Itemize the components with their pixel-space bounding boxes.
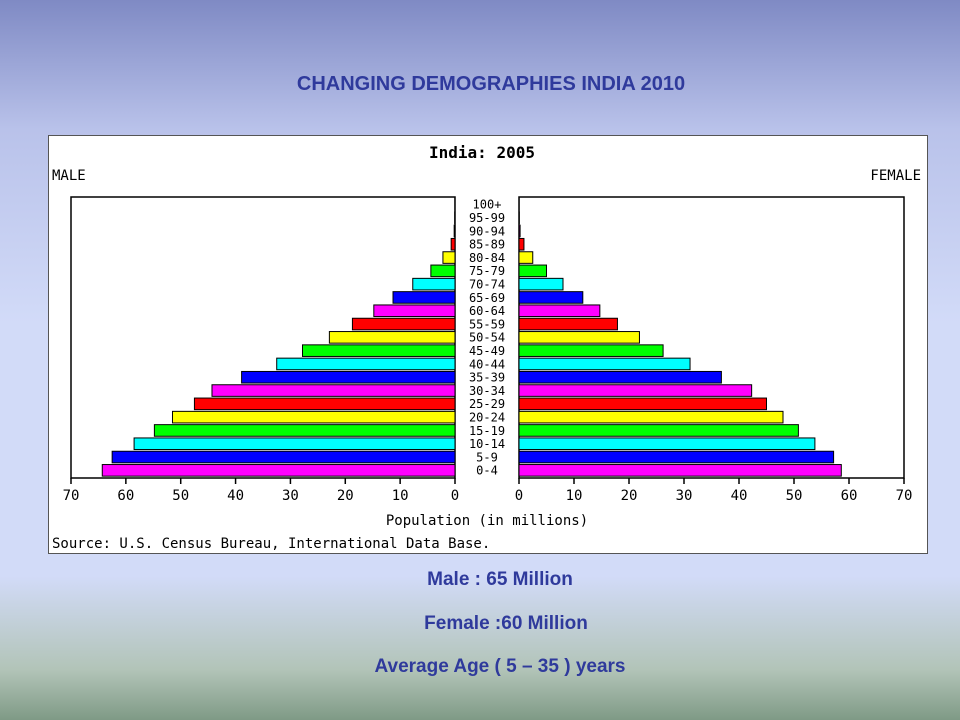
female-bar-75-79 <box>518 264 547 278</box>
age-label-85-89: 85-89 <box>469 238 505 252</box>
male-bar-0-4 <box>101 464 456 477</box>
male-bar-30-34 <box>211 384 456 397</box>
female-bar-65-69 <box>518 291 584 304</box>
age-label-75-79: 75-79 <box>469 264 505 278</box>
female-tick-label-60: 60 <box>841 488 858 504</box>
female-population-caption: Female :60 Million <box>424 613 588 634</box>
chart-title: India: 2005 <box>429 143 535 162</box>
female-bar-25-29 <box>518 397 767 411</box>
age-label-40-44: 40-44 <box>469 357 505 371</box>
male-bar-85-89 <box>450 237 456 251</box>
male-population-caption: Male : 65 Million <box>427 569 573 590</box>
male-tick-label-30: 30 <box>282 488 299 504</box>
male-bar-35-39 <box>241 370 456 384</box>
female-tick-label-30: 30 <box>676 488 693 504</box>
age-label-90-94: 90-94 <box>469 224 505 238</box>
slide-title: CHANGING DEMOGRAPHIES INDIA 2010 <box>296 73 686 95</box>
male-bar-25-29 <box>193 397 456 411</box>
male-bar-55-59 <box>351 317 456 331</box>
female-bar-35-39 <box>518 370 722 384</box>
male-bar-10-14 <box>133 437 456 451</box>
male-bar-15-19 <box>153 424 456 437</box>
female-bar-55-59 <box>518 317 618 331</box>
female-bar-0-4 <box>518 464 842 477</box>
male-tick-label-40: 40 <box>227 488 244 504</box>
age-label-60-64: 60-64 <box>469 304 505 318</box>
x-ticks-group: 70 70 60 60 50 50 40 40 30 30 20 20 10 10 0 0 <box>63 478 913 504</box>
female-bar-15-19 <box>518 424 799 437</box>
bars-group <box>101 198 842 477</box>
male-tick-label-70: 70 <box>63 488 80 504</box>
female-bar-50-54 <box>518 331 640 344</box>
male-bar-65-69 <box>392 291 456 304</box>
female-tick-label-20: 20 <box>621 488 638 504</box>
age-label-10-14: 10-14 <box>469 437 505 451</box>
male-bar-60-64 <box>373 304 456 318</box>
age-label-30-34: 30-34 <box>469 384 505 398</box>
male-tick-label-0: 0 <box>451 488 459 504</box>
female-bar-40-44 <box>518 357 691 371</box>
age-label-15-19: 15-19 <box>469 424 505 438</box>
female-bar-10-14 <box>518 437 816 451</box>
female-tick-label-50: 50 <box>786 488 803 504</box>
male-bar-40-44 <box>276 357 456 371</box>
female-tick-label-40: 40 <box>731 488 748 504</box>
female-bar-30-34 <box>518 384 753 397</box>
female-label: FEMALE <box>870 168 921 184</box>
male-tick-label-50: 50 <box>172 488 189 504</box>
male-bar-50-54 <box>328 331 456 344</box>
female-bar-20-24 <box>518 410 784 424</box>
age-label-5-9: 5-9 <box>476 450 498 464</box>
male-bar-80-84 <box>442 251 456 264</box>
age-label-55-59: 55-59 <box>469 317 505 331</box>
age-label-0-4: 0-4 <box>476 464 498 478</box>
population-pyramid-chart: India: 2005 MALE FEMALE 0-4 5-9 10-14 15-19… <box>48 135 928 554</box>
male-label: MALE <box>52 168 86 184</box>
age-label-25-29: 25-29 <box>469 397 505 411</box>
male-bar-5-9 <box>111 450 456 464</box>
age-label-70-74: 70-74 <box>469 277 505 291</box>
female-tick-label-70: 70 <box>896 488 913 504</box>
female-bar-90-94 <box>518 224 521 238</box>
male-tick-label-60: 60 <box>117 488 134 504</box>
male-bar-20-24 <box>171 410 456 424</box>
female-tick-label-0: 0 <box>515 488 523 504</box>
average-age-caption: Average Age ( 5 – 35 ) years <box>374 656 626 677</box>
age-label-35-39: 35-39 <box>469 371 505 385</box>
age-label-65-69: 65-69 <box>469 291 505 305</box>
male-bar-90-94 <box>453 224 456 238</box>
male-bar-70-74 <box>412 277 456 291</box>
female-bar-85-89 <box>518 237 525 251</box>
male-tick-label-10: 10 <box>392 488 409 504</box>
female-tick-label-10: 10 <box>566 488 583 504</box>
age-label-20-24: 20-24 <box>469 410 505 424</box>
pyramid-svg: India: 2005 MALE FEMALE 0-45-910-1415-19… <box>52 143 921 552</box>
age-labels-group: 0-45-910-1415-1920-2425-2930-3435-3940-4… <box>469 198 505 478</box>
male-bar-45-49 <box>301 344 456 357</box>
female-bar-60-64 <box>518 304 601 318</box>
source-note: Source: U.S. Census Bureau, Internationa… <box>52 536 490 552</box>
female-bar-45-49 <box>518 344 664 357</box>
female-bar-5-9 <box>518 450 835 464</box>
female-bar-80-84 <box>518 251 534 264</box>
age-label-95-99: 95-99 <box>469 211 505 225</box>
male-tick-label-20: 20 <box>337 488 354 504</box>
age-label-80-84: 80-84 <box>469 251 505 265</box>
age-label-100+: 100+ <box>473 198 502 212</box>
age-label-50-54: 50-54 <box>469 331 505 345</box>
male-bar-75-79 <box>430 264 456 278</box>
x-axis-label: Population (in millions) <box>386 513 588 529</box>
female-bar-70-74 <box>518 277 564 291</box>
age-label-45-49: 45-49 <box>469 344 505 358</box>
